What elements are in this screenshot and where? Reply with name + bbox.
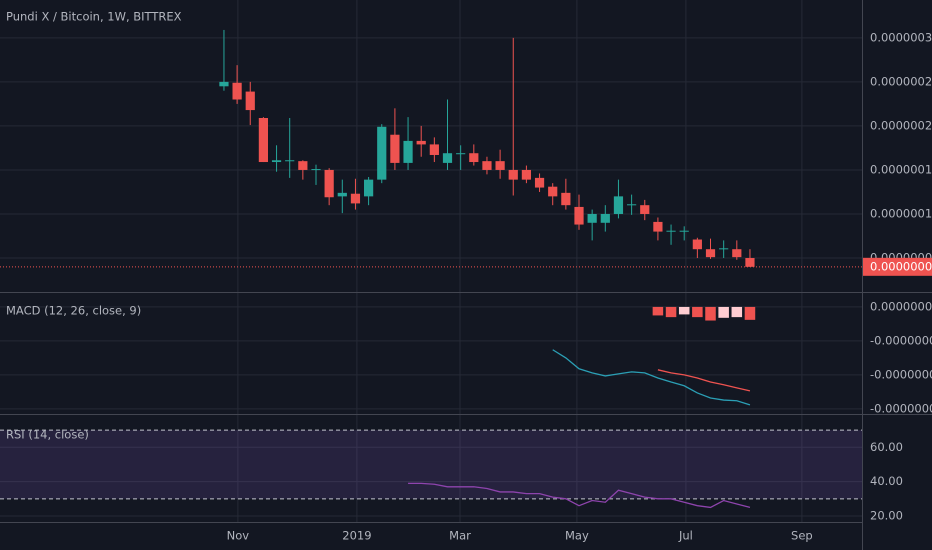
candle-body [285,160,295,162]
candle-body [719,248,729,250]
candle-body [745,258,755,267]
candle-body [548,186,558,197]
y-tick-label: 0.00000025 [870,74,932,88]
candle-body [613,196,624,214]
candle-body [311,169,321,171]
candle-body [429,144,439,155]
candle-body [561,192,571,206]
macd-histogram-bar [692,306,703,318]
macd-histogram-bar [744,306,756,320]
x-tick-label: Sep [791,529,813,543]
x-tick-label: 2019 [342,529,371,543]
candle-body [337,192,347,197]
candle-body [640,205,650,214]
y-tick-label: -0.00000001 [870,333,932,347]
x-tick-label: Nov [227,529,250,543]
candle-body [534,177,545,188]
candle-body [666,230,676,232]
candle-body [377,126,387,180]
candle-body [416,140,426,145]
candle-body [390,134,400,163]
candle-body [732,249,742,258]
candle-body [587,213,597,223]
candle-body [482,161,492,170]
macd-histogram-bar [705,306,716,321]
macd-line [657,369,751,392]
rsi-line [408,482,751,509]
candle-body [600,213,610,223]
rsi-title: RSI (14, close) [6,428,89,442]
x-tick-label: Jul [678,529,693,543]
y-tick-label: -0.00000003 [870,401,932,415]
candle-body [350,193,361,204]
candle-body [245,91,255,111]
candle-body [298,161,308,170]
candle-body [692,239,702,250]
macd-histogram-bar [665,306,677,318]
candle-body [403,140,413,163]
y-tick-label: 20.00 [870,508,903,522]
x-tick-label: May [565,529,589,543]
candle-body [442,153,453,163]
candle-body [574,206,584,225]
candle-body [521,169,532,180]
candle-body [456,153,466,155]
y-tick-label: 0.00000030 [870,30,932,44]
candle-body [363,179,374,197]
last-price-label: 0.00000004 [870,259,932,273]
candle-body [232,82,242,100]
x-tick-label: Mar [449,529,471,543]
macd-histogram-bar [652,306,664,316]
candle-body [271,160,282,163]
candle-body [324,169,334,198]
y-tick-label: 60.00 [870,440,903,454]
macd-histogram-bar [678,306,690,315]
candle-body [679,230,689,232]
chart-title: Pundi X / Bitcoin, 1W, BITTREX [6,10,182,24]
last-price-box [863,257,932,276]
rsi-band-fill [0,430,862,499]
y-tick-label: 0.00000015 [870,162,932,176]
candle-body [469,153,479,163]
candle-body [508,169,518,180]
candle-body [653,221,663,232]
plot-layer [0,0,862,522]
candle-body [627,204,637,206]
y-tick-label: 40.00 [870,474,903,488]
macd-histogram-bar [731,306,743,318]
candle-body [219,81,229,87]
candle-body [258,117,269,163]
macd-line [552,349,751,406]
candle-body [495,161,505,170]
candle-body [705,249,716,258]
macd-title: MACD (12, 26, close, 9) [6,304,141,318]
macd-histogram-bar [718,306,729,318]
